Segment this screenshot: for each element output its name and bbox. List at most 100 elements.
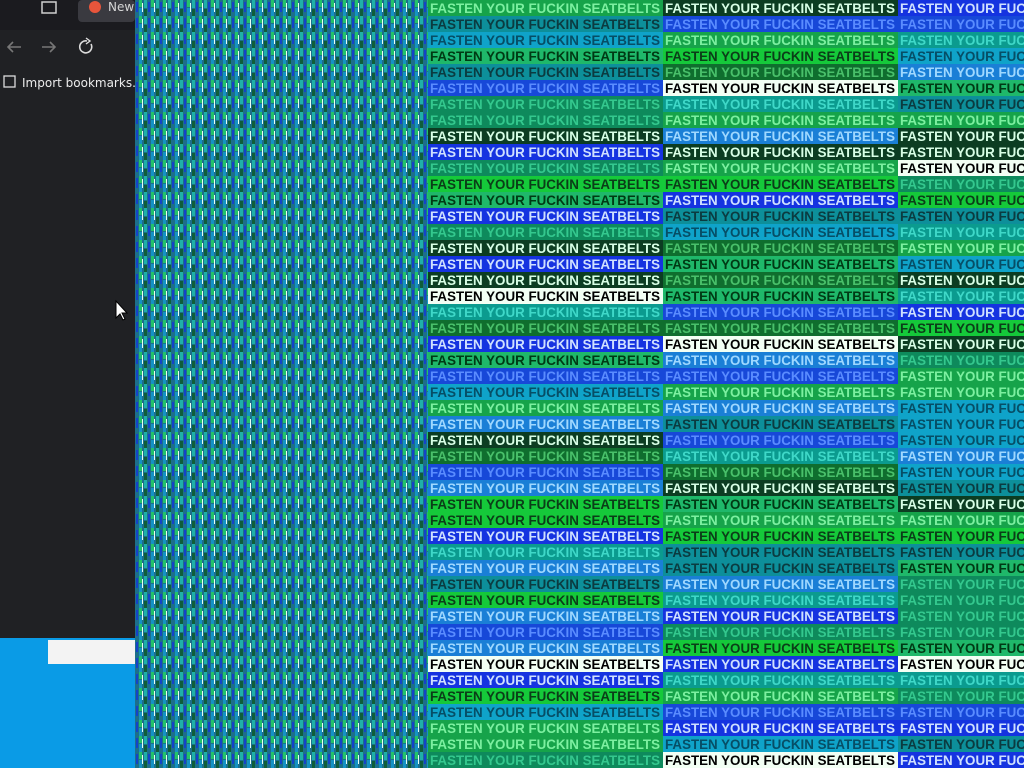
banner-text: FASTEN YOUR FUCKIN SEATBELTS bbox=[900, 416, 1024, 432]
banner-background bbox=[428, 592, 663, 608]
banner-background bbox=[663, 224, 898, 240]
banner-background bbox=[663, 304, 898, 320]
banner-text: FASTEN YOUR FUCKIN SEATBELTS bbox=[430, 688, 660, 704]
banner-text: FASTEN YOUR FUCKIN SEATBELTS bbox=[900, 240, 1024, 256]
banner-text: FASTEN YOUR FUCKIN SEATBELTS bbox=[665, 80, 895, 96]
banner-background bbox=[428, 368, 663, 384]
tab-title[interactable]: New bbox=[108, 0, 134, 14]
banner-text: FASTEN YOUR FUCKIN SEATBELTS bbox=[430, 96, 660, 112]
banner-background bbox=[428, 0, 663, 16]
banner-text: FASTEN YOUR FUCKIN SEATBELTS bbox=[665, 704, 895, 720]
banner-text: FASTEN YOUR FUCKIN SEATBELTS bbox=[900, 176, 1024, 192]
banner-background bbox=[663, 608, 898, 624]
banner-text: FASTEN YOUR FUCKIN SEATBELTS bbox=[430, 704, 660, 720]
banner-text: FASTEN YOUR FUCKIN SEATBELTS bbox=[665, 16, 895, 32]
banner-text: FASTEN YOUR FUCKIN SEATBELTS bbox=[430, 176, 660, 192]
banner-text: FASTEN YOUR FUCKIN SEATBELTS bbox=[430, 352, 660, 368]
banner-background bbox=[898, 736, 1024, 752]
forward-button[interactable] bbox=[42, 41, 57, 53]
banner-background bbox=[663, 672, 898, 688]
banner-background bbox=[898, 352, 1024, 368]
banner-text: FASTEN YOUR FUCKIN SEATBELTS bbox=[665, 160, 895, 176]
banner-text: FASTEN YOUR FUCKIN SEATBELTS bbox=[665, 512, 895, 528]
banner-text: FASTEN YOUR FUCKIN SEATBELTS bbox=[430, 480, 660, 496]
banner-text: FASTEN YOUR FUCKIN SEATBELTS bbox=[665, 128, 895, 144]
banner-text: FASTEN YOUR FUCKIN SEATBELTS bbox=[665, 400, 895, 416]
banner-background bbox=[663, 496, 898, 512]
banner-text: FASTEN YOUR FUCKIN SEATBELTS bbox=[430, 416, 660, 432]
banner-background bbox=[898, 608, 1024, 624]
banner-text: FASTEN YOUR FUCKIN SEATBELTS bbox=[900, 480, 1024, 496]
banner-background bbox=[898, 256, 1024, 272]
banner-text: FASTEN YOUR FUCKIN SEATBELTS bbox=[665, 144, 895, 160]
banner-background bbox=[898, 80, 1024, 96]
banner-text: FASTEN YOUR FUCKIN SEATBELTS bbox=[900, 80, 1024, 96]
banner-background bbox=[663, 704, 898, 720]
tab-list-icon[interactable] bbox=[41, 1, 57, 14]
banner-text: FASTEN YOUR FUCKIN SEATBELTS bbox=[900, 64, 1024, 80]
banner-background bbox=[898, 448, 1024, 464]
banner-background bbox=[663, 352, 898, 368]
bookmark-item[interactable]: Import bookmarks... bbox=[22, 76, 144, 90]
banner-text: FASTEN YOUR FUCKIN SEATBELTS bbox=[430, 384, 660, 400]
banner-text: FASTEN YOUR FUCKIN SEATBELTS bbox=[665, 112, 895, 128]
banner-background bbox=[428, 544, 663, 560]
banner-background bbox=[898, 640, 1024, 656]
banner-text: FASTEN YOUR FUCKIN SEATBELTS bbox=[430, 224, 660, 240]
banner-text: FASTEN YOUR FUCKIN SEATBELTS bbox=[900, 576, 1024, 592]
banner-background bbox=[898, 672, 1024, 688]
banner-background bbox=[898, 528, 1024, 544]
banner-text: FASTEN YOUR FUCKIN SEATBELTS bbox=[665, 528, 895, 544]
banner-text: FASTEN YOUR FUCKIN SEATBELTS bbox=[900, 208, 1024, 224]
reload-button[interactable] bbox=[78, 40, 93, 54]
banner-text: FASTEN YOUR FUCKIN SEATBELTS bbox=[430, 720, 660, 736]
banner-background bbox=[898, 400, 1024, 416]
banner-text: FASTEN YOUR FUCKIN SEATBELTS bbox=[900, 272, 1024, 288]
banner-background bbox=[663, 416, 898, 432]
banner-background bbox=[428, 720, 663, 736]
banner-background bbox=[428, 464, 663, 480]
banner-background bbox=[663, 480, 898, 496]
banner-background bbox=[898, 480, 1024, 496]
banner-text: FASTEN YOUR FUCKIN SEATBELTS bbox=[900, 288, 1024, 304]
banner-text: FASTEN YOUR FUCKIN SEATBELTS bbox=[665, 672, 895, 688]
banner-background bbox=[663, 656, 898, 672]
banner-text: FASTEN YOUR FUCKIN SEATBELTS bbox=[900, 688, 1024, 704]
banner-text: FASTEN YOUR FUCKIN SEATBELTS bbox=[430, 0, 660, 16]
banner-text: FASTEN YOUR FUCKIN SEATBELTS bbox=[430, 320, 660, 336]
banner-background bbox=[428, 128, 663, 144]
banner-background bbox=[898, 560, 1024, 576]
banner-background bbox=[898, 64, 1024, 80]
banner-text: FASTEN YOUR FUCKIN SEATBELTS bbox=[430, 672, 660, 688]
banner-text: FASTEN YOUR FUCKIN SEATBELTS bbox=[430, 640, 660, 656]
banner-background bbox=[663, 48, 898, 64]
banner-text: FASTEN YOUR FUCKIN SEATBELTS bbox=[665, 240, 895, 256]
banner-text: FASTEN YOUR FUCKIN SEATBELTS bbox=[430, 464, 660, 480]
banner-text: FASTEN YOUR FUCKIN SEATBELTS bbox=[900, 656, 1024, 672]
banner-text: FASTEN YOUR FUCKIN SEATBELTS bbox=[900, 624, 1024, 640]
banner-text: FASTEN YOUR FUCKIN SEATBELTS bbox=[900, 672, 1024, 688]
banner-text: FASTEN YOUR FUCKIN SEATBELTS bbox=[430, 448, 660, 464]
banner-text: FASTEN YOUR FUCKIN SEATBELTS bbox=[900, 256, 1024, 272]
banner-background bbox=[898, 16, 1024, 32]
banner-background bbox=[898, 144, 1024, 160]
banner-background bbox=[428, 64, 663, 80]
banner-background bbox=[663, 272, 898, 288]
banner-background bbox=[898, 288, 1024, 304]
banner-text: FASTEN YOUR FUCKIN SEATBELTS bbox=[665, 608, 895, 624]
banner-background bbox=[428, 320, 663, 336]
back-button[interactable] bbox=[6, 41, 21, 53]
banner-text: FASTEN YOUR FUCKIN SEATBELTS bbox=[900, 512, 1024, 528]
banner-background bbox=[663, 544, 898, 560]
banner-background bbox=[898, 112, 1024, 128]
banner-text: FASTEN YOUR FUCKIN SEATBELTS bbox=[665, 64, 895, 80]
banner-text: FASTEN YOUR FUCKIN SEATBELTS bbox=[430, 32, 660, 48]
tab-icon bbox=[89, 1, 101, 13]
banner-text: FASTEN YOUR FUCKIN SEATBELTS bbox=[900, 448, 1024, 464]
banner-background bbox=[428, 192, 663, 208]
banner-background bbox=[428, 640, 663, 656]
banner-background bbox=[428, 688, 663, 704]
banner-text: FASTEN YOUR FUCKIN SEATBELTS bbox=[430, 288, 660, 304]
banner-background bbox=[428, 208, 663, 224]
